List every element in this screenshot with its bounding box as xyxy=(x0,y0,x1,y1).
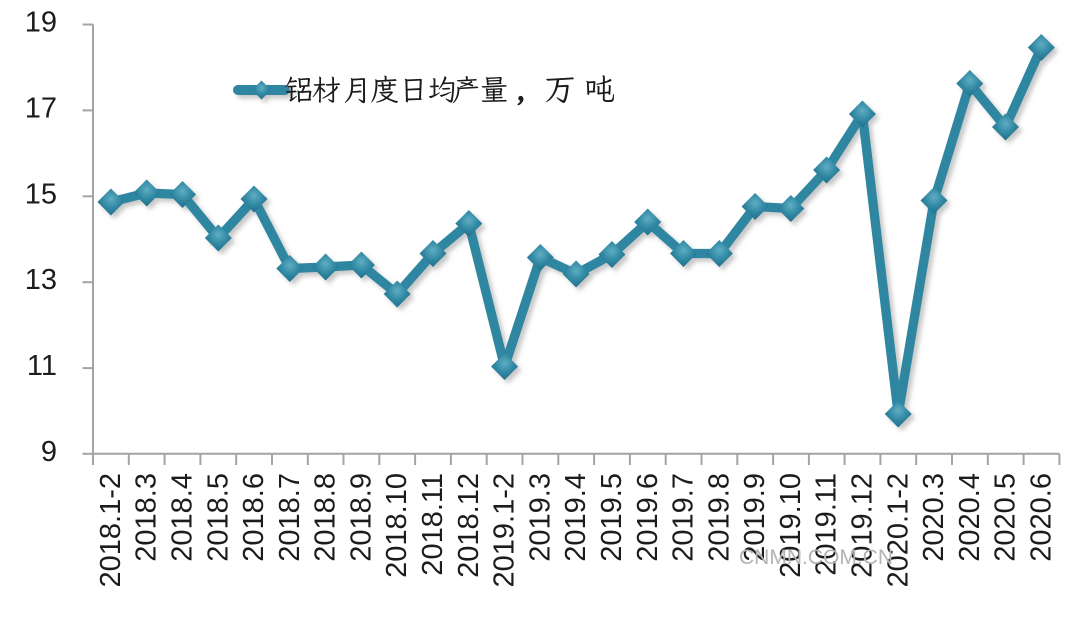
svg-text:2019.5: 2019.5 xyxy=(596,473,628,562)
svg-text:2019.8: 2019.8 xyxy=(703,473,735,562)
svg-text:2020.4: 2020.4 xyxy=(954,473,986,562)
svg-text:9: 9 xyxy=(41,436,57,468)
svg-text:2018.12: 2018.12 xyxy=(453,473,485,578)
svg-text:2018.6: 2018.6 xyxy=(238,473,270,562)
svg-text:2018.3: 2018.3 xyxy=(131,473,163,562)
svg-text:2020.1-2: 2020.1-2 xyxy=(882,473,914,588)
svg-text:2019.11: 2019.11 xyxy=(811,473,843,576)
svg-text:2018.1-2: 2018.1-2 xyxy=(95,473,127,588)
svg-text:13: 13 xyxy=(25,264,57,296)
svg-text:2018.9: 2018.9 xyxy=(345,473,377,562)
svg-text:CNMN.COM.CN: CNMN.COM.CN xyxy=(739,546,893,569)
svg-text:2019.9: 2019.9 xyxy=(739,473,771,562)
svg-text:2018.7: 2018.7 xyxy=(274,473,306,562)
svg-text:15: 15 xyxy=(25,178,57,210)
svg-text:19: 19 xyxy=(25,7,57,39)
svg-text:2019.6: 2019.6 xyxy=(632,473,664,562)
svg-text:2019.12: 2019.12 xyxy=(847,473,879,578)
svg-text:2019.4: 2019.4 xyxy=(560,473,592,562)
svg-text:2018.11: 2018.11 xyxy=(417,473,449,576)
svg-text:2018.4: 2018.4 xyxy=(167,473,199,562)
svg-text:2020.5: 2020.5 xyxy=(990,473,1022,562)
svg-text:11: 11 xyxy=(27,350,57,382)
svg-text:2018.10: 2018.10 xyxy=(381,473,413,578)
svg-text:2019.1-2: 2019.1-2 xyxy=(489,473,521,588)
svg-text:2020.6: 2020.6 xyxy=(1026,473,1058,562)
svg-text:2019.3: 2019.3 xyxy=(524,473,556,562)
svg-text:2018.8: 2018.8 xyxy=(310,473,342,562)
svg-text:2018.5: 2018.5 xyxy=(202,473,234,562)
svg-text:2019.10: 2019.10 xyxy=(775,473,807,578)
svg-text:17: 17 xyxy=(25,92,57,124)
svg-text:2019.7: 2019.7 xyxy=(668,473,700,562)
svg-text:2020.3: 2020.3 xyxy=(918,473,950,562)
